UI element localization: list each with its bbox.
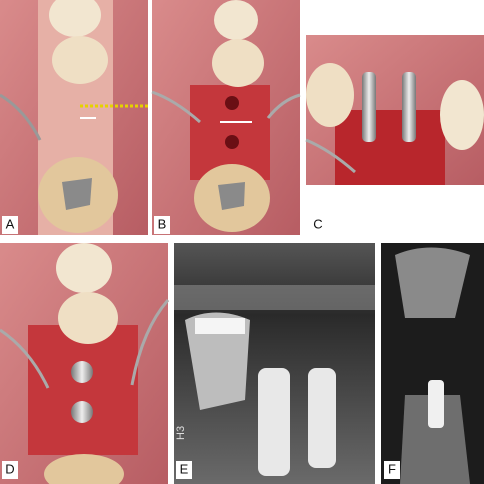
implant-driver <box>362 72 376 142</box>
label-box <box>2 216 18 234</box>
label-box <box>2 461 18 479</box>
panel-c-photo <box>305 35 484 185</box>
osteotomy <box>225 135 239 149</box>
tooth <box>185 312 250 410</box>
tooth <box>58 292 118 344</box>
instrument <box>0 93 42 141</box>
healing-cap <box>71 401 93 423</box>
tooth <box>52 36 108 84</box>
panel-e-radiograph: H3 <box>174 243 375 484</box>
instrument <box>0 328 50 389</box>
label-box <box>384 461 400 479</box>
label-box <box>176 461 192 479</box>
panel-label: C <box>313 216 322 231</box>
instrument <box>130 299 170 386</box>
healing-cap <box>71 361 93 383</box>
implant <box>428 380 444 428</box>
panel-label: A <box>6 216 15 231</box>
panel-f-ct <box>381 243 484 484</box>
implant <box>258 368 290 476</box>
bone <box>395 247 470 318</box>
radiograph-marker: H3 <box>175 426 187 440</box>
instrument <box>305 138 356 174</box>
implant-driver <box>402 72 416 142</box>
panel-labels: A B C D E F <box>2 216 400 479</box>
label-box <box>154 216 170 234</box>
surgical-site <box>28 325 138 455</box>
crown <box>195 318 245 334</box>
surgical-site <box>335 110 445 185</box>
filling <box>62 178 92 210</box>
tooth <box>306 63 354 127</box>
filling <box>218 182 245 210</box>
osteotomy <box>225 96 239 110</box>
instrument <box>266 93 301 119</box>
bone <box>400 395 470 484</box>
tooth <box>49 0 101 37</box>
film-band <box>174 285 375 310</box>
panel-label: F <box>388 461 396 476</box>
panel-a-photo <box>0 0 148 235</box>
instrument <box>151 90 201 124</box>
panel-label: D <box>5 461 14 476</box>
panel-label: E <box>180 461 189 476</box>
tooth <box>44 454 124 484</box>
panel-b-photo <box>151 0 301 235</box>
tooth <box>212 39 264 87</box>
tooth <box>214 0 258 40</box>
panel-label: B <box>158 216 167 231</box>
tooth <box>440 80 484 150</box>
label-box <box>310 216 326 234</box>
implant <box>308 368 336 468</box>
tooth <box>56 243 112 293</box>
panel-d-photo <box>0 243 170 484</box>
